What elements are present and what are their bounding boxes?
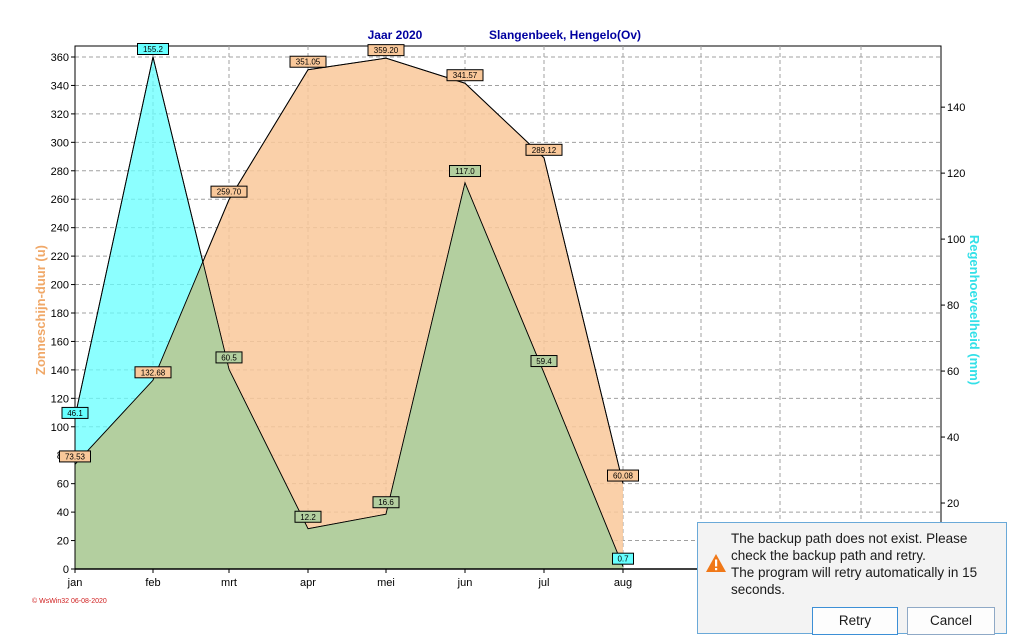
data-labels: 73.53 132.68 259.70 351.05 359.20 341.57 289.1…: [59, 43, 639, 565]
tick-label-left: 100: [51, 422, 69, 434]
series-areas: [74, 56, 624, 569]
tick-label-left: 320: [51, 109, 69, 121]
tick-label-x: apr: [300, 577, 316, 589]
sunshine-data-label-text: 132.68: [141, 368, 166, 377]
rain-data-label-box: [215, 351, 243, 364]
tick-label-left: 20: [57, 536, 69, 548]
y-axis-label-right: Regenhoeveelheid (mm): [967, 235, 982, 385]
tick-label-left: 60: [57, 479, 69, 491]
tick-label-x: jul: [537, 577, 549, 589]
tick-label-right: 100: [947, 234, 965, 246]
sunshine-data-label-text: 289.12: [532, 146, 557, 155]
rain-data-label-box: [137, 43, 169, 55]
sunshine-data-label-text: 259.70: [217, 188, 242, 197]
sunshine-data-label: 259.70: [210, 185, 248, 198]
tick-label-left: 260: [51, 194, 69, 206]
sunshine-data-label-box: [367, 44, 405, 57]
sunshine-data-label-text: 351.05: [296, 58, 321, 67]
sunshine-data-label-text: 73.53: [65, 452, 86, 461]
sunshine-data-label-text: 60.08: [613, 472, 634, 481]
rain-data-label: 60.5: [215, 351, 243, 364]
tick-label-x: jun: [457, 577, 473, 589]
rain-data-label: 117.0: [449, 165, 481, 178]
tick-label-left: 0: [63, 564, 69, 576]
warning-icon: [706, 554, 726, 572]
rain-data-label-text: 46.1: [67, 409, 83, 418]
notification-line: check the backup path and retry.: [731, 548, 926, 563]
sunshine-data-label-box: [59, 450, 91, 463]
footer-credit: © WsWin32 06-08-2020: [32, 597, 107, 605]
rain-data-label-box: [372, 496, 400, 509]
tick-label-left: 120: [51, 393, 69, 405]
tick-label-left: 340: [51, 80, 69, 92]
rain-data-label: 46.1: [61, 406, 89, 419]
rain-data-label: 59.4: [530, 355, 558, 368]
rain-data-label-text: 155.2: [143, 45, 164, 54]
tick-label-left: 360: [51, 52, 69, 64]
tick-label-left: 280: [51, 166, 69, 178]
chart-subtitle: Slangenbeek, Hengelo(Ov): [489, 28, 641, 42]
rain-line-top: [74, 56, 624, 567]
sunshine-data-label: 351.05: [289, 55, 327, 68]
cancel-button[interactable]: Cancel: [907, 607, 995, 635]
rain-data-label: 16.6: [372, 496, 400, 509]
tick-label-x: mei: [377, 577, 395, 589]
sunshine-data-label-box: [525, 143, 563, 156]
sunshine-data-label: 132.68: [134, 366, 172, 379]
rain-data-label-text: 12.2: [300, 513, 316, 522]
backup-error-notification: The backup path does not exist. Please c…: [697, 522, 1007, 635]
sunshine-data-label: 73.53: [59, 450, 91, 463]
sunshine-data-label: 341.57: [446, 69, 484, 82]
y-axis-label-left: Zonneschijn-duur (u): [33, 245, 48, 375]
rain-data-label: 155.2: [137, 43, 169, 55]
tick-label-left: 200: [51, 280, 69, 292]
rain-data-label-text: 60.5: [221, 353, 237, 362]
tick-label-left: 240: [51, 223, 69, 235]
retry-button[interactable]: Retry: [812, 607, 898, 635]
notification-line: The program will retry automatically in …: [731, 565, 978, 580]
rain-data-label-box: [61, 406, 89, 419]
rain-data-label: 0.7: [612, 552, 634, 565]
tick-label-x: jan: [67, 577, 83, 589]
rain-data-label-box: [530, 355, 558, 368]
sunshine-data-label-box: [607, 469, 639, 482]
tick-label-right: 120: [947, 168, 965, 180]
tick-label-x: mrt: [221, 577, 237, 589]
tick-label-left: 220: [51, 251, 69, 263]
rain-data-label-text: 16.6: [378, 498, 394, 507]
tick-label-left: 300: [51, 137, 69, 149]
rain-data-label-box: [294, 510, 322, 523]
sunshine-data-label: 359.20: [367, 44, 405, 57]
tick-label-left: 180: [51, 308, 69, 320]
rain-data-label-box: [612, 552, 634, 565]
sunshine-data-label-box: [289, 55, 327, 68]
tick-label-right: 60: [947, 366, 959, 378]
tick-label-x: feb: [145, 577, 160, 589]
tick-label-left: 160: [51, 336, 69, 348]
tick-label-left: 140: [51, 365, 69, 377]
tick-label-left: 40: [57, 507, 69, 519]
notification-message: The backup path does not exist. Please c…: [731, 530, 1001, 598]
rain-data-label: 12.2: [294, 510, 322, 523]
sunshine-data-label: 289.12: [525, 143, 563, 156]
sunshine-data-label-text: 359.20: [374, 46, 399, 55]
sunshine-data-label: 60.08: [607, 469, 639, 482]
notification-line: The backup path does not exist. Please: [731, 531, 968, 546]
notification-line: seconds.: [731, 582, 786, 597]
sunshine-data-label-box: [446, 69, 484, 82]
sunshine-data-label-box: [210, 185, 248, 198]
rain-data-label-text: 0.7: [617, 555, 629, 564]
rain-data-label-text: 117.0: [455, 167, 475, 176]
tick-label-right: 40: [947, 432, 959, 444]
tick-label-right: 20: [947, 498, 959, 510]
sunshine-data-label-text: 341.57: [453, 71, 478, 80]
tick-label-right: 140: [947, 102, 965, 114]
sunshine-data-label-box: [134, 366, 172, 379]
rain-data-label-box: [449, 165, 481, 178]
chart-title: Jaar 2020: [368, 28, 423, 42]
tick-label-right: 80: [947, 300, 959, 312]
tick-label-x: aug: [614, 577, 632, 589]
rain-data-label-text: 59.4: [536, 357, 552, 366]
